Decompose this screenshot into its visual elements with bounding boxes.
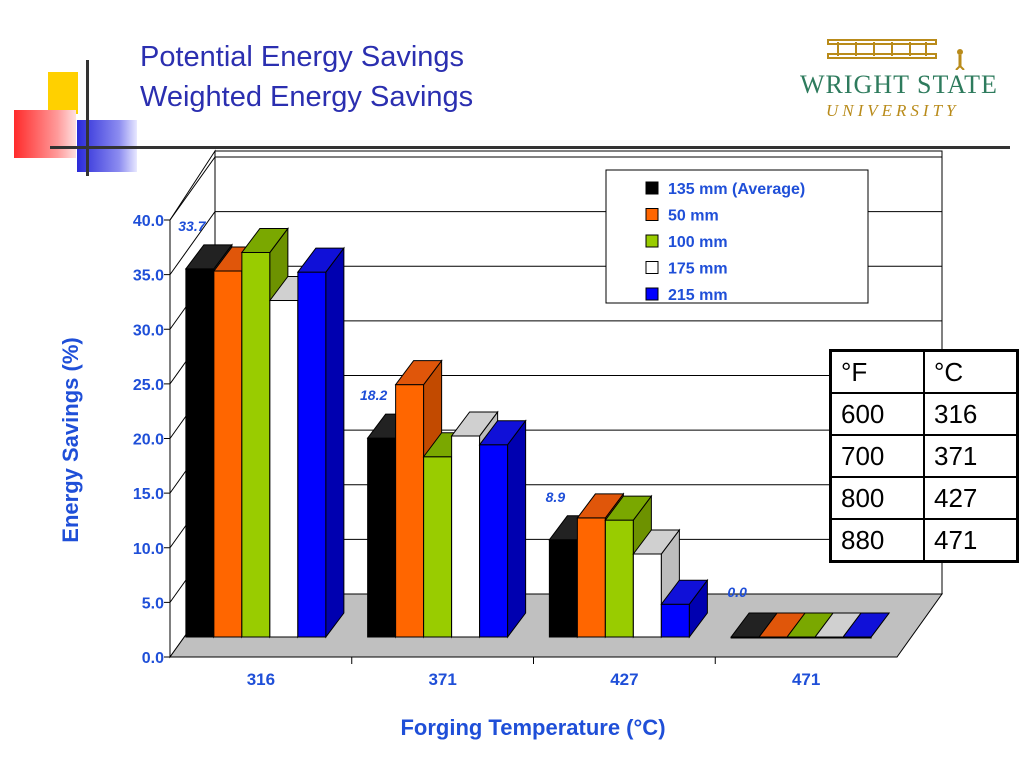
deco-line-vertical (86, 60, 89, 176)
bar (842, 612, 891, 639)
x-axis-title: Forging Temperature (°C) (400, 715, 665, 740)
bar-front-face (632, 553, 662, 638)
bar (660, 578, 709, 639)
data-label: 33.7 (178, 218, 206, 234)
bar-front-face (548, 539, 578, 638)
data-label: 8.9 (546, 489, 566, 505)
bar-front-face (479, 444, 509, 638)
chart-axes (164, 219, 897, 664)
y-tick-label: 10.0 (133, 541, 164, 558)
table-cell: 427 (923, 476, 1019, 520)
bar-front-face (367, 437, 397, 638)
y-tick-label: 0.0 (142, 650, 164, 667)
y-tick-label: 30.0 (133, 322, 164, 339)
legend-swatch (645, 234, 659, 248)
table-row: 700 371 (829, 434, 1019, 478)
chart-text-labels: 0.0 5.0 10.0 15.0 20.0 25.0 30.0 35.0 40.0 316 33.… (58, 213, 820, 740)
bar-front-face (241, 251, 271, 638)
legend-label: 215 mm (668, 287, 728, 304)
bar-front-face (604, 519, 634, 638)
legend-swatch (645, 181, 659, 195)
y-axis-title: Energy Savings (%) (58, 337, 83, 542)
legend-swatch (645, 261, 659, 274)
bar-side-face (325, 246, 345, 639)
y-tick-label: 35.0 (133, 268, 164, 285)
bar-top-face (604, 495, 653, 521)
table-row: 600 316 (829, 392, 1019, 436)
bar-top-face (450, 411, 499, 437)
legend-swatch (645, 287, 659, 301)
bar-front-face (297, 271, 327, 638)
bar-front-face (451, 435, 481, 638)
temperature-conversion-table: °F °C 600 316 700 371 800 427 880 471 (829, 349, 1019, 563)
table-row: 800 427 (829, 476, 1019, 520)
bar-front-face (395, 384, 425, 638)
data-label: 0.0 (727, 584, 747, 600)
table-row: 880 471 (829, 518, 1019, 563)
logo-subwordmark: UNIVERSITY (826, 101, 960, 120)
legend-label: 50 mm (668, 208, 719, 225)
bar-top-face (240, 227, 289, 253)
x-tick-label: 316 (247, 670, 275, 689)
chart-bars (184, 226, 891, 639)
table-cell: 880 (829, 518, 925, 563)
x-tick-label: 427 (610, 670, 638, 689)
deco-square-yellow (48, 72, 78, 114)
table-header-cell: °C (923, 349, 1019, 394)
bar-top-face (394, 360, 443, 386)
legend-label: 100 mm (668, 234, 728, 251)
table-cell: 600 (829, 392, 925, 436)
bar-side-face (507, 419, 527, 639)
table-header-row: °F °C (829, 349, 1019, 394)
chart-legend: 135 mm (Average) 50 mm 100 mm 175 mm 215 mm (605, 169, 869, 304)
slide-title: Potential Energy Savings (140, 41, 465, 73)
table-cell: 700 (829, 434, 925, 478)
bar (296, 246, 345, 639)
y-tick-label: 20.0 (133, 432, 164, 449)
bar-front-face (185, 268, 215, 638)
bar-front-face (269, 300, 299, 638)
legend-label: 135 mm (Average) (668, 181, 805, 198)
y-tick-label: 25.0 (133, 377, 164, 394)
y-tick-label: 40.0 (133, 213, 164, 230)
table-cell: 471 (923, 518, 1019, 563)
x-tick-label: 371 (428, 670, 456, 689)
bar (478, 419, 527, 639)
bar-front-face (660, 603, 690, 638)
deco-square-red (14, 110, 76, 158)
table-cell: 800 (829, 476, 925, 520)
y-tick-label: 15.0 (133, 486, 164, 503)
bar-top-face (576, 493, 625, 519)
legend-label: 175 mm (668, 261, 728, 278)
bar-top-face (184, 244, 233, 270)
data-label: 18.2 (360, 387, 387, 403)
slide-subtitle: Weighted Energy Savings (140, 81, 474, 113)
legend-swatch (645, 208, 659, 221)
bar-top-face (296, 247, 345, 273)
table-cell: 316 (923, 392, 1019, 436)
table-header-cell: °F (829, 349, 925, 394)
bar-front-face (213, 270, 243, 638)
bar-top-face (842, 612, 891, 638)
gridline (169, 156, 942, 221)
logo-wordmark: WRIGHT STATE (800, 70, 998, 99)
y-tick-label: 5.0 (142, 595, 164, 612)
bar-top-face (632, 529, 681, 555)
table-cell: 371 (923, 434, 1019, 478)
deco-line-horizontal (50, 146, 1010, 149)
bar-front-face (423, 456, 453, 638)
bar-top-face (660, 579, 709, 605)
bar-front-face (576, 517, 606, 638)
bar-top-face (478, 420, 527, 446)
wright-flyer-logo-icon (827, 39, 965, 70)
x-tick-label: 471 (792, 670, 820, 689)
